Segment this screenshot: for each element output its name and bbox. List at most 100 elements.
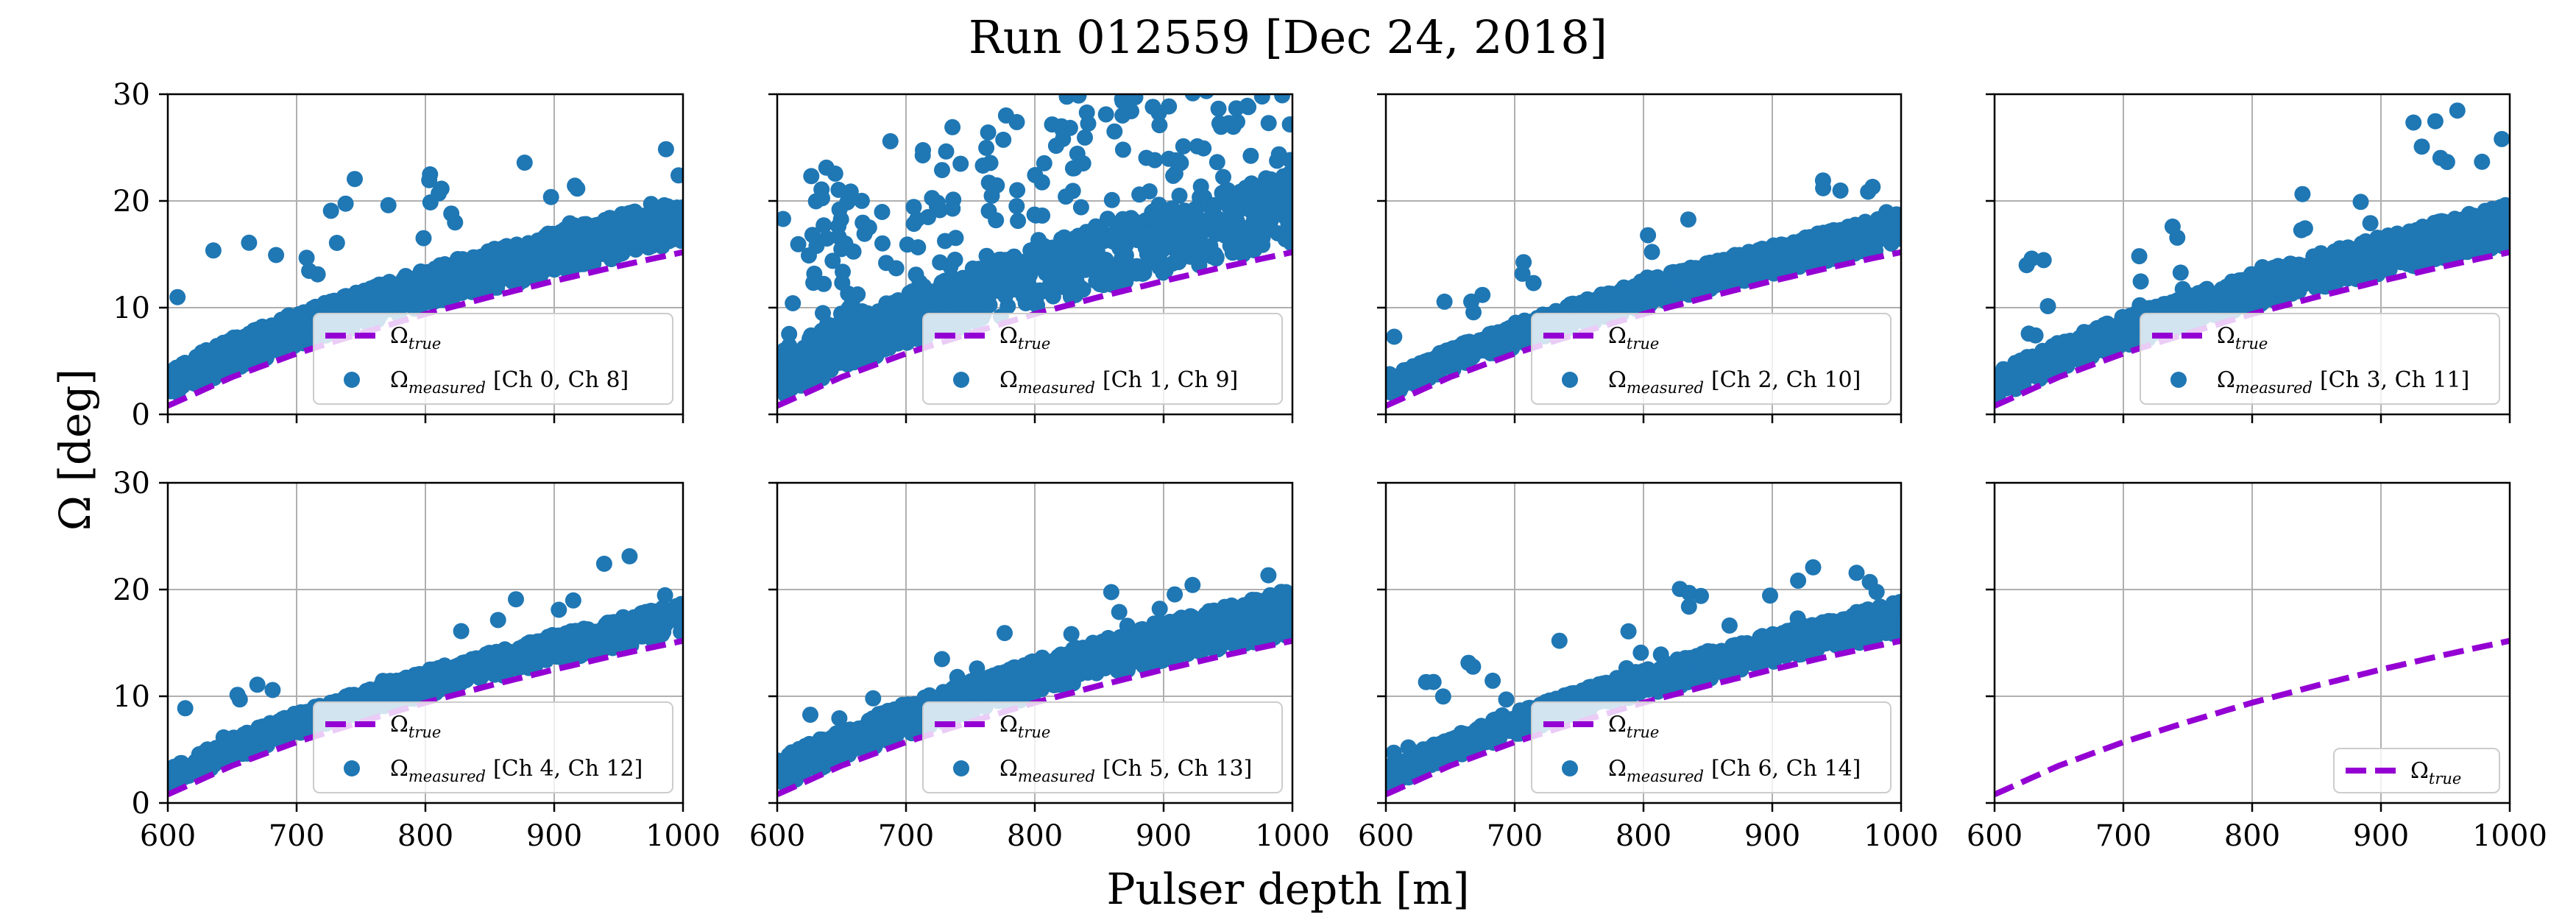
data-point <box>2018 257 2035 274</box>
data-point <box>1127 94 1144 106</box>
data-point <box>1643 244 1660 261</box>
data-point <box>1027 291 1044 308</box>
data-point <box>1026 206 1043 223</box>
data-point <box>657 141 674 158</box>
data-point <box>1077 129 1093 146</box>
data-point <box>2062 333 2078 349</box>
data-point <box>512 247 529 264</box>
data-point <box>301 263 318 279</box>
data-point <box>920 209 936 225</box>
data-point <box>675 199 683 216</box>
data-point <box>1167 586 1183 603</box>
data-point <box>790 236 807 252</box>
data-point <box>1198 94 1214 99</box>
data-point <box>322 202 339 219</box>
data-point <box>929 198 945 215</box>
data-point <box>1225 193 1242 210</box>
data-point <box>569 180 586 197</box>
data-point <box>1386 369 1401 386</box>
data-point <box>1801 251 1818 268</box>
data-point <box>1778 261 1795 278</box>
data-point <box>643 604 659 620</box>
data-point <box>1476 332 1493 349</box>
data-point <box>815 217 832 234</box>
data-point <box>2019 364 2036 381</box>
plot-area <box>777 94 1292 409</box>
data-point <box>559 636 575 652</box>
data-point <box>1114 141 1131 158</box>
data-point <box>657 203 674 220</box>
data-point <box>1144 99 1161 116</box>
data-point <box>337 195 354 212</box>
data-point <box>2464 224 2481 241</box>
data-point <box>2412 247 2429 264</box>
data-point <box>2435 250 2452 266</box>
data-point <box>382 292 399 309</box>
data-point <box>1260 115 1277 132</box>
data-point <box>248 322 265 338</box>
measured-points <box>777 567 1292 791</box>
legend-measured-swatch <box>344 760 360 776</box>
data-point <box>1103 191 1120 208</box>
data-point <box>208 338 225 355</box>
data-point <box>833 241 850 258</box>
data-point <box>1228 100 1245 117</box>
data-point <box>1021 265 1038 282</box>
data-point <box>1165 167 1182 184</box>
data-point <box>517 645 534 662</box>
data-point <box>431 185 447 202</box>
data-point <box>1208 249 1225 266</box>
data-point <box>2293 222 2310 238</box>
data-point <box>2492 203 2509 220</box>
data-point <box>510 275 527 291</box>
data-point <box>1058 188 1075 205</box>
data-point <box>1657 273 1674 290</box>
data-point <box>877 323 894 340</box>
data-point <box>995 131 1012 148</box>
data-point <box>1097 252 1114 268</box>
data-point <box>822 337 839 354</box>
data-point <box>347 171 363 188</box>
data-point <box>1010 213 1027 230</box>
data-point <box>1224 244 1241 261</box>
data-point <box>1875 218 1892 235</box>
data-point <box>1280 215 1292 232</box>
data-point <box>629 617 645 634</box>
data-point <box>1889 216 1901 233</box>
data-point <box>1514 265 1531 282</box>
data-point <box>831 201 848 218</box>
data-point <box>2485 215 2502 232</box>
data-point <box>551 601 567 618</box>
data-point <box>2389 225 2406 242</box>
data-point <box>1171 187 1188 204</box>
legend-true-label: Ωtrue <box>390 712 441 741</box>
data-point <box>1045 244 1062 261</box>
data-point <box>487 654 503 671</box>
data-point <box>907 266 924 283</box>
data-point <box>2034 352 2050 369</box>
legend-box <box>1531 313 1892 405</box>
plot-area <box>1386 172 1901 409</box>
data-point <box>781 325 798 342</box>
data-point <box>478 253 495 270</box>
data-point <box>2193 287 2209 304</box>
data-point <box>824 252 841 269</box>
legend-box <box>2140 313 2500 405</box>
data-point <box>874 204 891 220</box>
data-point <box>1386 328 1403 345</box>
data-point <box>1220 115 1237 132</box>
data-point <box>978 247 995 264</box>
y-tick-label: 10 <box>113 291 150 325</box>
data-point <box>2424 239 2441 256</box>
data-point <box>2225 293 2242 309</box>
data-point <box>2329 249 2346 266</box>
data-point <box>1525 275 1542 291</box>
data-point <box>1800 233 1817 250</box>
x-tick-label: 900 <box>526 819 582 853</box>
data-point <box>2352 194 2369 210</box>
data-point <box>777 379 793 396</box>
data-point <box>180 358 197 375</box>
data-point <box>933 277 949 294</box>
